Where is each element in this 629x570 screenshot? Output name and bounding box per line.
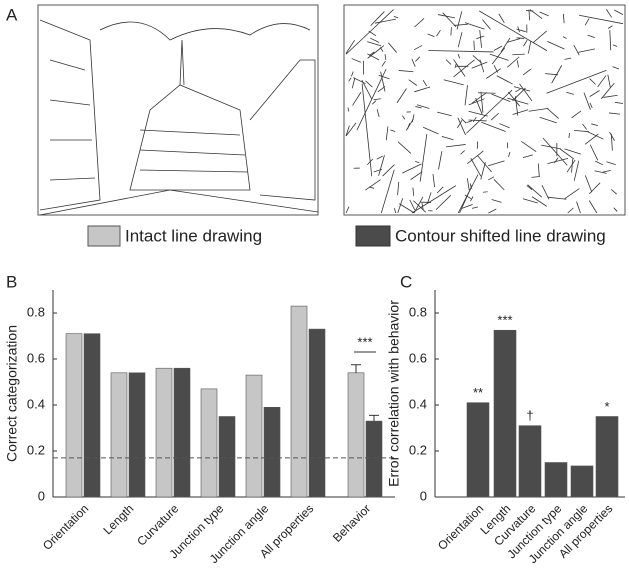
- bar: [290, 305, 308, 498]
- panel-label: B: [6, 272, 17, 291]
- bar: [263, 406, 281, 498]
- bar: [110, 372, 128, 498]
- bar: [365, 420, 383, 498]
- sig-annotation: ***: [357, 334, 372, 349]
- bar: [308, 328, 326, 498]
- sig-annotation: †: [526, 408, 533, 423]
- sig-annotation: ***: [497, 313, 512, 328]
- bar: [466, 402, 490, 498]
- x-tick-label: Behavior: [330, 501, 373, 544]
- bar: [173, 367, 191, 498]
- sig-annotation: **: [473, 385, 483, 400]
- shifted-image: [343, 4, 626, 216]
- panel-label: A: [6, 5, 18, 24]
- x-tick-label: Curvature: [134, 501, 181, 548]
- y-tick-label: 0.6: [409, 350, 427, 365]
- y-axis-label: Error correlation with behavior: [386, 300, 402, 487]
- y-tick-label: 0.6: [27, 350, 45, 365]
- bar: [218, 416, 236, 498]
- x-tick-label: Length: [101, 501, 137, 537]
- y-tick-label: 0.8: [27, 304, 45, 319]
- y-tick-label: 0.8: [409, 304, 427, 319]
- legend-swatch: [355, 225, 391, 247]
- y-tick-label: 0.4: [409, 396, 427, 411]
- sig-annotation: *: [604, 399, 609, 414]
- legend-label: Contour shifted line drawing: [395, 226, 606, 245]
- y-tick-label: 0.4: [27, 396, 45, 411]
- y-axis-label: Correct categorization: [4, 325, 20, 462]
- bar: [518, 425, 542, 498]
- y-tick-label: 0.2: [409, 442, 427, 457]
- bar: [544, 462, 568, 498]
- bar: [128, 372, 146, 498]
- x-tick-label: Orientation: [40, 501, 91, 552]
- legend-swatch: [87, 225, 121, 247]
- y-tick-label: 0: [420, 488, 427, 503]
- bar: [200, 388, 218, 498]
- bar: [347, 372, 365, 498]
- bar: [65, 333, 83, 498]
- bar: [83, 333, 101, 498]
- bar: [595, 416, 619, 498]
- bar: [245, 374, 263, 498]
- panel-label: C: [400, 272, 412, 291]
- y-tick-label: 0.2: [27, 442, 45, 457]
- intact-image: [37, 4, 319, 216]
- bar: [155, 367, 173, 498]
- y-tick-label: 0: [38, 488, 45, 503]
- legend-label: Intact line drawing: [125, 226, 262, 245]
- bar: [570, 465, 594, 498]
- bar: [493, 329, 517, 498]
